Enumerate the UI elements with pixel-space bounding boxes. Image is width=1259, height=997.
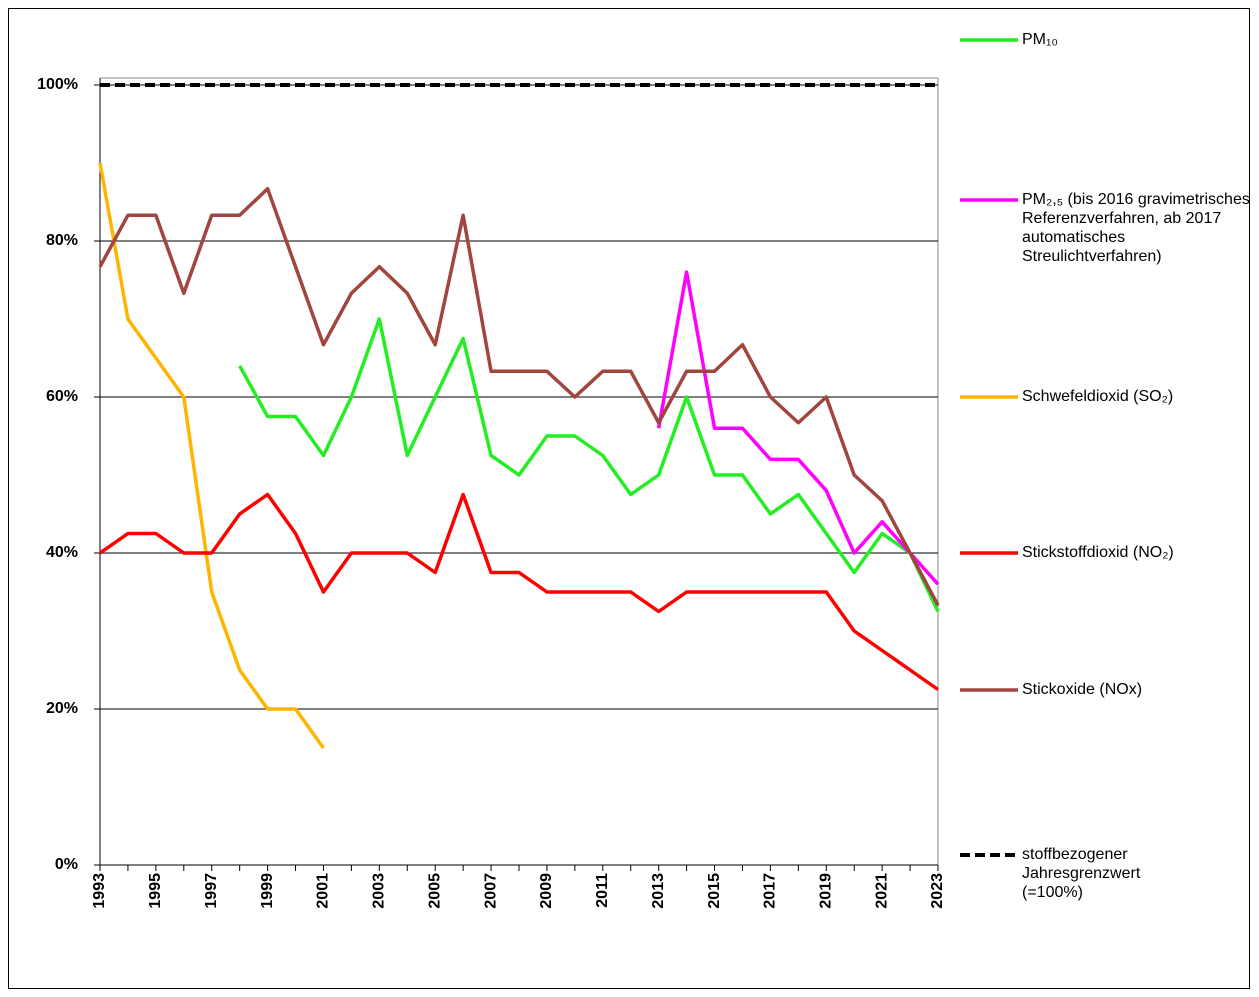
y-tick-label: 60% (46, 388, 78, 405)
legend-label: Stickstoffdioxid (NO₂) (1022, 544, 1174, 561)
x-tick-label: 2013 (650, 873, 667, 909)
x-tick-label: 1999 (259, 873, 276, 909)
x-tick-label: 1995 (147, 873, 164, 909)
frame (8, 8, 1250, 989)
y-tick-label: 100% (37, 76, 78, 93)
series-line (98, 492, 940, 691)
legend-label: Schwefeldioxid (SO₂) (1022, 388, 1174, 405)
series-line (98, 162, 325, 750)
y-tick-label: 0% (55, 856, 78, 873)
x-tick-label: 2023 (929, 873, 946, 909)
legend-label: Stickoxide (NOx) (1022, 681, 1143, 698)
y-tick-label: 80% (46, 232, 78, 249)
series-line (656, 270, 940, 586)
legend-label: PM₂,₅ (bis 2016 gravimetrisches Referenz… (1022, 191, 1250, 265)
x-tick-label: 1993 (91, 873, 108, 909)
x-tick-label: 2005 (426, 873, 443, 909)
x-tick-label: 2011 (594, 873, 611, 908)
x-tick-label: 2021 (873, 873, 890, 909)
x-tick-label: 2017 (762, 873, 779, 909)
x-tick-label: 1997 (203, 873, 220, 909)
series-line (98, 186, 940, 607)
x-tick-label: 2019 (817, 873, 834, 909)
y-tick-label: 20% (46, 700, 78, 717)
x-tick-label: 2009 (538, 873, 555, 909)
series-line (238, 317, 940, 613)
x-tick-label: 2015 (706, 873, 723, 909)
x-tick-label: 2007 (482, 873, 499, 909)
y-tick-label: 40% (46, 544, 78, 561)
x-tick-label: 2003 (371, 873, 388, 909)
x-tick-label: 2001 (315, 873, 332, 909)
legend-label: stoffbezogener Jahresgrenzwert (=100%) (1022, 846, 1141, 901)
legend-label: PM₁₀ (1022, 31, 1059, 48)
